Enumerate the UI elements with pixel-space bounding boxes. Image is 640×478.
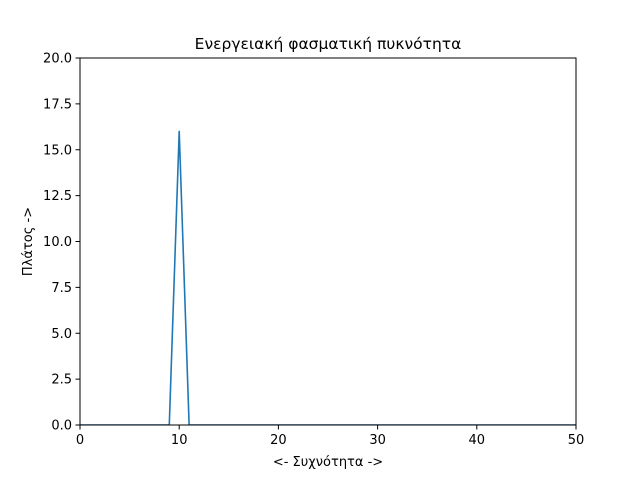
x-tick-label: 10: [171, 433, 188, 448]
y-tick-label: 12.5: [43, 189, 72, 204]
x-tick-label: 30: [369, 433, 386, 448]
x-axis-label: <- Συχνότητα ->: [273, 455, 383, 470]
y-tick-label: 10.0: [43, 235, 72, 250]
x-tick-label: 40: [469, 433, 486, 448]
x-tick-label: 50: [568, 433, 585, 448]
y-tick-label: 15.0: [43, 143, 72, 158]
y-tick-label: 20.0: [43, 52, 72, 67]
x-tick-label: 20: [270, 433, 287, 448]
axes-frame: [79, 57, 577, 426]
plot-area: [79, 57, 577, 426]
y-axis: 0.0 2.5 5.0 7.5 10.0 12.5 15.0 17.5 20.0: [43, 52, 80, 434]
y-tick-label: 2.5: [51, 373, 72, 388]
y-tick-label: 7.5: [51, 281, 72, 296]
x-axis: 0 10 20 30 40 50: [76, 425, 584, 448]
x-tick-label: 0: [76, 433, 84, 448]
y-tick-label: 0.0: [51, 419, 72, 434]
y-tick-label: 17.5: [43, 97, 72, 112]
y-tick-label: 5.0: [51, 327, 72, 342]
y-axis-label: Πλάτος ->: [21, 207, 36, 276]
series-line-0: [80, 130, 576, 425]
chart-title: Ενεργειακή φασματική πυκνότητα: [195, 35, 462, 53]
